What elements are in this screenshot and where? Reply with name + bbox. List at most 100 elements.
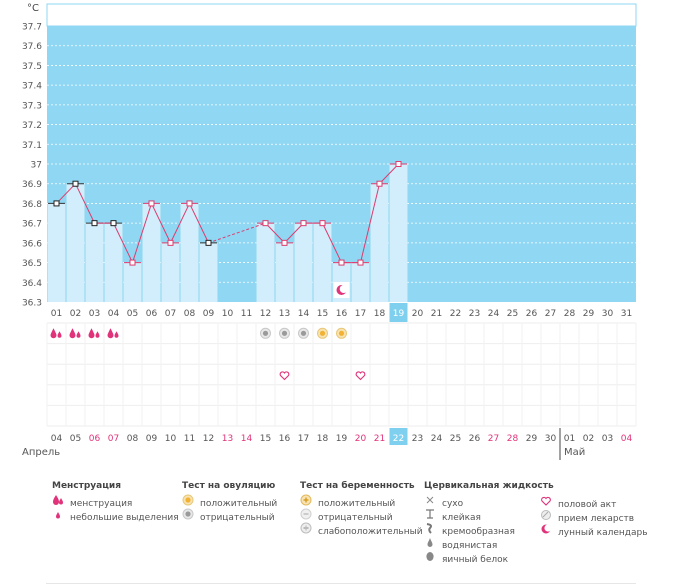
temperature-bar [275, 242, 294, 302]
cycle-day-label: 30 [602, 309, 614, 319]
calendar-date-label: 30 [545, 434, 557, 444]
calendar-date-label: 21 [374, 434, 385, 444]
legend-label: положительный [318, 499, 396, 509]
calendar-date-label: 06 [89, 434, 101, 444]
calendar-date-label: 27 [488, 434, 499, 444]
temperature-bar [142, 203, 161, 302]
legend-title: Тест на овуляцию [182, 481, 276, 491]
watery-icon [424, 536, 436, 553]
temperature-point [72, 180, 79, 187]
legend-label: сухо [442, 499, 464, 509]
temperature-point [281, 239, 288, 246]
calendar-date-label: 24 [431, 434, 443, 444]
drop-small-icon [52, 508, 64, 525]
legend-title: Цервикальная жидкость [424, 481, 554, 491]
cycle-day-label: 04 [108, 309, 120, 319]
calendar-date-label: 01 [564, 434, 575, 444]
calendar-date-label: 11 [184, 434, 195, 444]
legend-label: положительный [200, 499, 278, 509]
calendar-date-label: 10 [165, 434, 177, 444]
temperature-line [265, 222, 285, 244]
drops-icon [88, 328, 100, 339]
legend-item: отрицательный [182, 508, 277, 525]
legend-item: менструация [52, 494, 179, 509]
temperature-line [284, 222, 304, 244]
cycle-day-label: 29 [583, 309, 595, 319]
moon-icon [540, 523, 552, 540]
calendar-date-label: 28 [507, 434, 519, 444]
legend-item: слабоположительный [300, 522, 423, 539]
calendar-date-label: 17 [298, 434, 309, 444]
sticky-icon [424, 508, 436, 525]
cycle-day-label: 10 [222, 309, 234, 319]
egg-white-icon [424, 550, 436, 567]
pregnancy-positive-icon [300, 494, 312, 511]
drops-icon [69, 328, 81, 339]
temperature-line [189, 203, 209, 244]
temperature-bar [47, 203, 66, 302]
legend-label: отрицательный [200, 513, 275, 523]
calendar-date-label: 22 [393, 434, 404, 444]
temperature-bar [389, 164, 408, 302]
current-day-highlight [389, 303, 408, 322]
month-label-april: Апрель [22, 447, 61, 458]
temperature-bar [180, 203, 199, 302]
temperature-line [151, 203, 171, 244]
calendar-date-label: 03 [602, 434, 613, 444]
moon-icon-cut [339, 285, 348, 293]
legend-item: прием лекарств [540, 509, 648, 524]
negative-test-icon-core [262, 330, 269, 336]
legend-other: половой акт прием лекарств лунный календ… [540, 495, 648, 540]
calendar-date-label: 04 [51, 434, 63, 444]
cycle-day-label: 12 [260, 309, 271, 319]
legend-label: половой акт [558, 500, 617, 510]
cycle-day-label: 19 [393, 309, 405, 319]
legend-label: менструация [70, 499, 133, 509]
cycle-day-label: 02 [70, 309, 81, 319]
cycle-day-label: 07 [165, 309, 176, 319]
temperature-line [132, 203, 152, 263]
cycle-day-label: 17 [355, 309, 366, 319]
temperature-line [379, 163, 399, 185]
negative-test-icon [182, 508, 194, 525]
calendar-date-label: 02 [583, 434, 594, 444]
calendar-date-label: 20 [355, 434, 367, 444]
cycle-day-label: 08 [184, 309, 196, 319]
heart-icon [540, 495, 552, 512]
calendar-date-label: 07 [108, 434, 119, 444]
cycle-day-label: 15 [317, 309, 328, 319]
temperature-line [113, 222, 133, 263]
y-tick-label: 36.3 [22, 299, 42, 309]
heart-icon [279, 371, 290, 381]
calendar-date-label: 05 [70, 434, 81, 444]
cycle-day-label: 03 [89, 309, 100, 319]
positive-test-icon [182, 494, 194, 511]
cycle-day-label: 06 [146, 309, 158, 319]
temperature-line [75, 183, 95, 224]
temperature-bar [370, 183, 389, 302]
calendar-date-label: 13 [222, 434, 233, 444]
legend-label: водянистая [442, 541, 498, 551]
today-highlight [389, 428, 408, 445]
legend-pregnancy: Тест на беременность положительный отриц… [300, 481, 423, 539]
legend-item: сухо [424, 494, 554, 509]
temperature-bar [313, 223, 332, 302]
calendar-date-label: 04 [621, 434, 633, 444]
temperature-point [148, 200, 155, 207]
temperature-bar [123, 262, 142, 302]
temperature-point [186, 200, 193, 207]
calendar-date-label: 12 [203, 434, 214, 444]
legend-label: лунный календарь [558, 528, 648, 538]
legend-label: небольшие выделения [70, 513, 179, 523]
legend-label: клейкая [442, 513, 481, 523]
legend-label: кремообразная [442, 527, 515, 537]
legend-item: отрицательный [300, 508, 423, 523]
negative-test-icon-core [300, 330, 307, 336]
y-tick-label: 36.9 [22, 180, 42, 190]
temperature-point [319, 220, 326, 227]
pregnancy-weak-icon [300, 522, 312, 539]
cycle-day-label: 31 [621, 309, 632, 319]
temperature-point [376, 180, 383, 187]
drops-icon [107, 328, 119, 339]
temperature-point [110, 220, 117, 227]
